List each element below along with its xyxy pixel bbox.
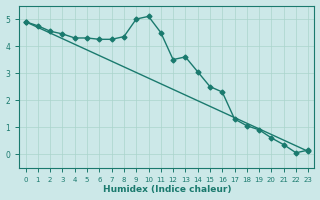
X-axis label: Humidex (Indice chaleur): Humidex (Indice chaleur) <box>103 185 231 194</box>
